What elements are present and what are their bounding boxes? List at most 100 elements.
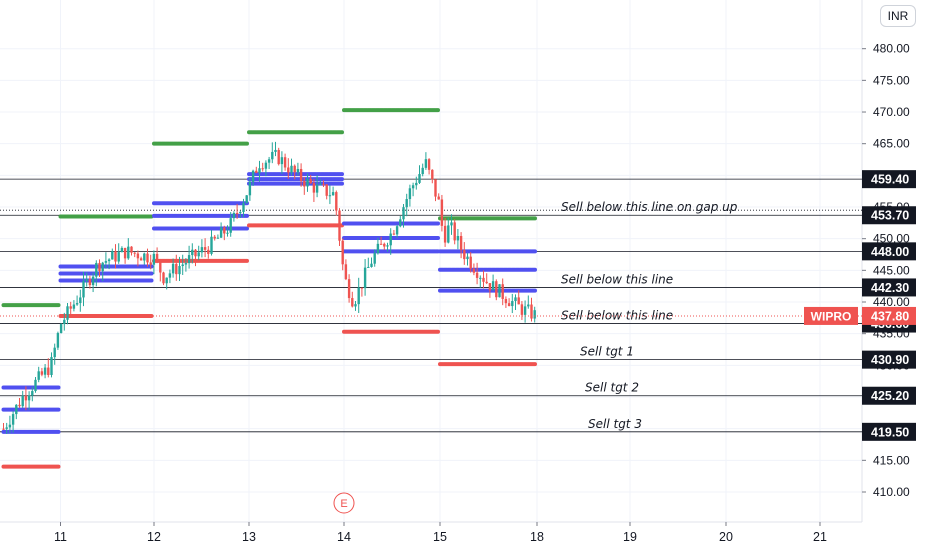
candle-body [203,247,207,250]
price-tick-label: 480.00 [873,42,910,56]
candle-body [376,243,380,254]
candle-body [357,287,360,305]
event-marker[interactable]: E [333,492,355,514]
candle-body [175,263,178,275]
candle-body [507,303,511,307]
candle-body [197,252,200,257]
candle-body [389,233,392,246]
candle-body [373,253,376,264]
candle-body [351,298,354,307]
candle-body [43,367,47,375]
candle-body [232,212,236,219]
time-tick-label: 18 [530,530,544,544]
candle-body [213,236,216,239]
candles [2,141,536,434]
time-tick-label: 20 [719,530,733,544]
candle-body [82,280,85,298]
level-price-label: 430.90 [871,353,909,367]
candle-body [223,227,226,234]
level-price-label: 448.00 [871,245,909,259]
candle-body [255,170,258,173]
candle-body [296,168,300,173]
time-tick-label: 15 [433,530,447,544]
candle-body [210,236,213,254]
candle-body [149,262,152,265]
candle-body [437,196,440,200]
candle-body [495,281,498,298]
candle-body [264,162,268,169]
candle-body [427,159,431,170]
candle-body [514,297,517,302]
candle-body [235,212,239,214]
symbol-tag-bg [804,306,858,325]
currency-badge[interactable]: INR [880,5,916,27]
candle-body [322,183,325,185]
candle-body [479,277,482,279]
candle-body [383,243,386,247]
price-tick-label: 415.00 [873,453,910,467]
candle-body [395,226,399,235]
time-axis[interactable]: 11 12 13 14 15 18 19 20 21 [54,522,827,544]
last-price-label-bg [862,306,916,325]
candle-body [287,167,290,173]
candle-body [191,249,194,256]
candle-body [267,159,271,163]
candle-body [533,310,536,319]
candle-body [40,371,44,375]
candle-body [482,277,485,282]
candle-body [146,253,149,263]
candle-body [274,149,277,152]
candle-body [216,237,220,239]
candle-body [95,262,98,277]
candle-body [111,251,114,260]
candle-body [120,247,124,253]
time-tick-label: 21 [813,530,827,544]
candle-body [463,250,466,260]
candle-body [114,251,117,262]
candle-body [309,178,312,184]
candle-body [130,246,133,253]
level-price-label: 425.20 [871,389,909,403]
price-axis[interactable]: 410.00415.00420.00425.00430.00435.00440.… [804,42,916,499]
price-tick-label: 410.00 [873,485,910,499]
candle-body [472,268,476,273]
candle-body [107,259,111,262]
time-tick-label: 19 [623,530,637,544]
earnings-marker-circle[interactable] [333,492,355,514]
time-tick-label: 14 [337,530,351,544]
candle-body [485,281,488,284]
candle-body [98,262,101,272]
level-note: Sell tgt 3 [588,417,642,431]
candle-body [338,210,341,241]
level-price-label-bg [862,422,916,441]
candle-body [117,252,120,262]
price-tick-label: 470.00 [873,105,910,119]
candle-body [341,240,344,265]
candle-body [91,276,95,286]
candle-body [178,266,181,275]
candle-body [242,202,245,212]
candle-body [523,306,527,315]
candle-body [101,262,104,272]
candle-body [411,185,415,189]
candle-body [18,404,21,407]
candle-body [453,222,456,241]
candle-body [450,222,453,226]
candle-body [469,256,472,269]
price-tick-label: 475.00 [873,73,910,87]
candle-body [488,283,492,291]
candle-body [405,199,408,208]
candle-body [181,264,184,267]
candle-body [63,319,66,325]
candle-body [434,179,437,197]
candle-body [245,195,248,203]
level-price-label: 442.30 [871,281,909,295]
candle-body [399,219,402,227]
candle-body [258,168,261,173]
price-tick-label: 440.00 [873,295,910,309]
candle-body [59,324,63,334]
candle-body [165,277,168,284]
candle-body [459,236,463,251]
candle-body [504,298,508,304]
